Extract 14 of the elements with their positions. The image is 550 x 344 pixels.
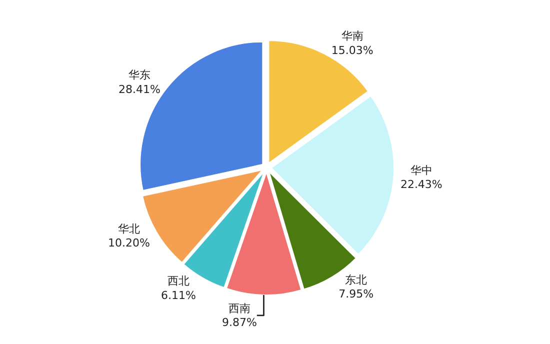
- slice-label: 东北: [345, 273, 368, 286]
- slice-label: 华中: [410, 164, 432, 177]
- slice-label: 西北: [167, 274, 190, 288]
- slice-label: 华北: [118, 222, 140, 236]
- slice-label: 华南: [341, 29, 364, 42]
- data-label: 15.03%: [331, 44, 374, 57]
- data-label: 7.95%: [338, 288, 374, 301]
- data-label: 9.87%: [222, 316, 257, 330]
- data-label: 22.43%: [400, 178, 442, 192]
- slice-label: 西南: [228, 302, 250, 315]
- data-label: 10.20%: [108, 236, 150, 250]
- slice-label: 华东: [128, 68, 150, 82]
- data-label: 6.11%: [160, 288, 196, 302]
- data-label: 28.41%: [118, 82, 160, 96]
